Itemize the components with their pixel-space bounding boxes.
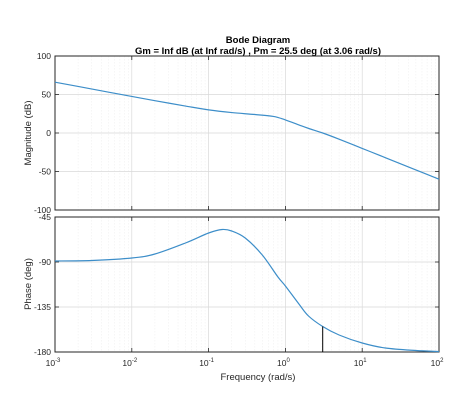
phase-y-tick-label: -135 <box>34 302 51 312</box>
x-tick-label: 100 <box>277 358 290 368</box>
magnitude-curve <box>54 81 440 180</box>
x-tick-label: 102 <box>431 358 444 368</box>
x-tick-base: 10 <box>431 358 441 368</box>
phase-curve <box>54 228 440 353</box>
phase-axes-box <box>54 216 440 353</box>
magnitude-y-tick-label: 0 <box>46 128 51 138</box>
magnitude-y-tick-label: -50 <box>39 167 52 177</box>
frequency-x-ticks: 10-3 10-2 10-1 100 101 102 <box>46 56 444 368</box>
chart-title: Bode Diagram <box>226 35 290 46</box>
x-tick-base: 10 <box>354 358 364 368</box>
x-tick-label: 10-3 <box>46 358 61 368</box>
x-tick-exponent: -2 <box>132 358 138 364</box>
x-tick-label: 10-1 <box>199 358 214 368</box>
x-tick-base: 10 <box>199 358 209 368</box>
phase-y-tick-label: -180 <box>34 347 51 357</box>
magnitude-y-tick-label: 100 <box>37 51 51 61</box>
x-tick-exponent: -1 <box>209 358 215 364</box>
phase-y-tick-label: -45 <box>39 212 52 222</box>
x-tick-base: 10 <box>46 358 56 368</box>
chart-subtitle: Gm = Inf dB (at Inf rad/s) , Pm = 25.5 d… <box>135 46 381 57</box>
magnitude-grid <box>54 55 440 211</box>
x-tick-base: 10 <box>122 358 132 368</box>
x-axis-title: Frequency (rad/s) <box>221 372 296 383</box>
x-tick-label: 10-2 <box>122 358 137 368</box>
phase-y-ticks: -45 -90 -135 -180 <box>34 212 439 357</box>
magnitude-y-ticks: 100 50 0 -50 -100 <box>34 51 439 215</box>
x-tick-exponent: 1 <box>363 358 367 364</box>
magnitude-y-tick-label: -100 <box>34 205 51 215</box>
x-tick-exponent: 2 <box>440 358 444 364</box>
phase-grid <box>54 216 440 353</box>
x-tick-exponent: -3 <box>55 358 61 364</box>
x-tick-label: 101 <box>354 358 367 368</box>
x-tick-exponent: 0 <box>286 358 290 364</box>
x-tick-base: 10 <box>277 358 287 368</box>
magnitude-y-tick-label: 50 <box>42 90 52 100</box>
magnitude-y-axis-title: Magnitude (dB) <box>23 101 34 166</box>
phase-y-axis-title: Phase (deg) <box>23 258 34 310</box>
phase-y-tick-label: -90 <box>39 257 52 267</box>
